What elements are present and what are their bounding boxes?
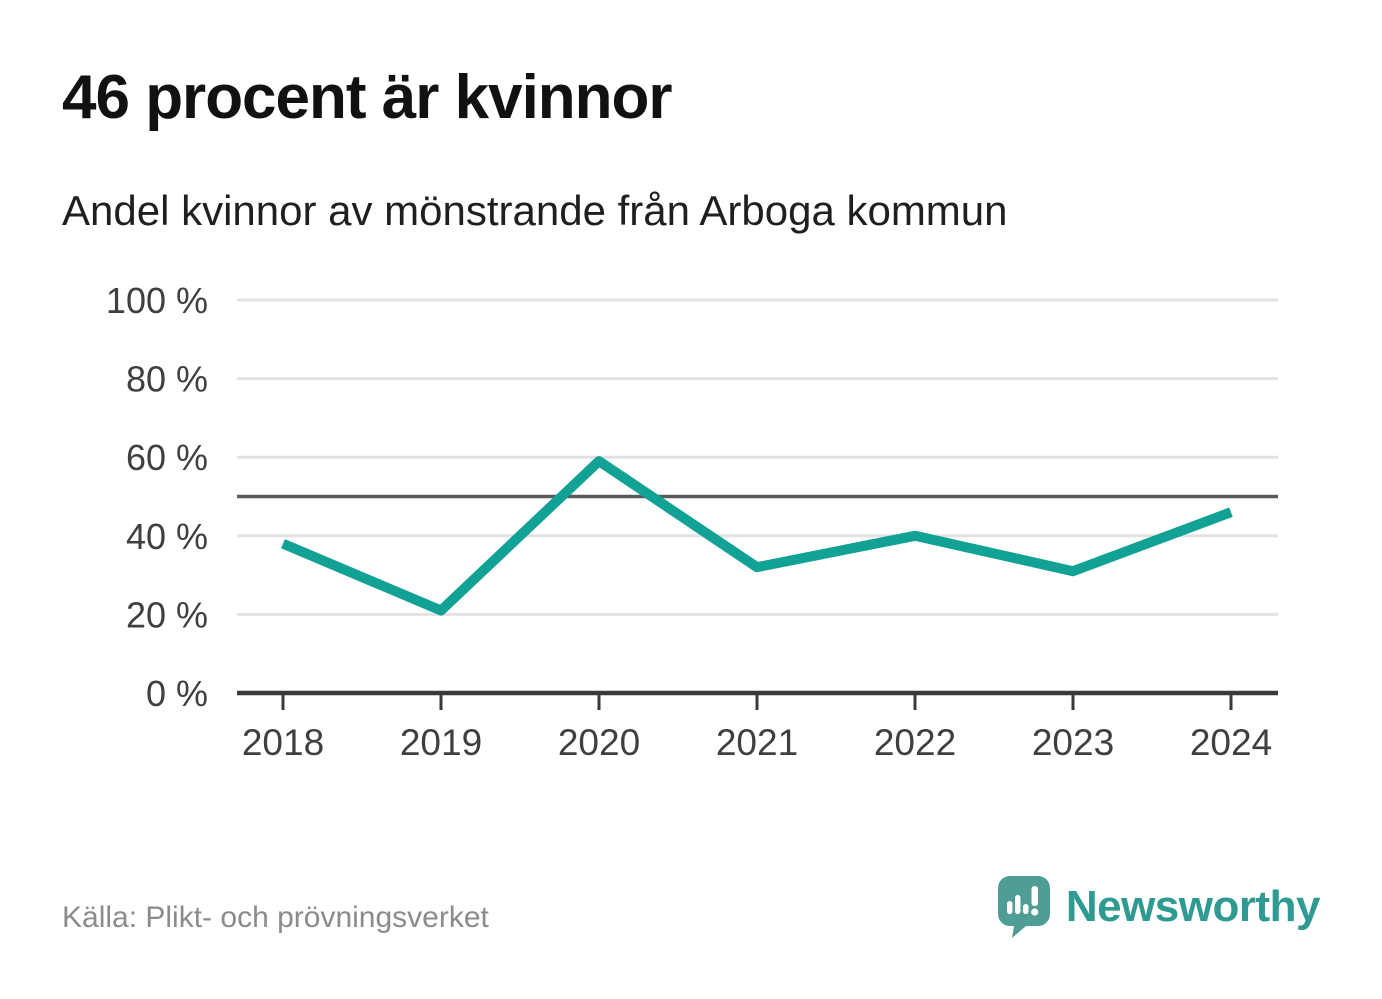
chart-title: 46 procent är kvinnor xyxy=(62,63,673,132)
source-note: Källa: Plikt- och prövningsverket xyxy=(62,901,489,934)
logo-bar-small xyxy=(1006,901,1013,914)
x-tick-label-2022: 2022 xyxy=(874,722,956,763)
logo-bar-medium xyxy=(1022,904,1029,914)
x-tick-label-2020: 2020 xyxy=(558,722,640,763)
y-tick-label-80: 80 % xyxy=(126,359,208,400)
y-tick-label-60: 60 % xyxy=(126,437,208,478)
logo-exclamation-dot xyxy=(1030,908,1039,916)
chart-subtitle: Andel kvinnor av mönstrande från Arboga … xyxy=(62,187,1008,234)
x-tick-label-2019: 2019 xyxy=(400,722,482,763)
newsworthy-logo-icon xyxy=(997,876,1050,938)
y-tick-label-40: 40 % xyxy=(126,516,208,557)
logo-exclamation-bar xyxy=(1031,886,1038,906)
y-tick-label-100: 100 % xyxy=(106,280,208,321)
brand-name: Newsworthy xyxy=(1065,882,1321,931)
x-tick-label-2021: 2021 xyxy=(716,722,798,763)
data-line-series-0 xyxy=(281,456,1233,616)
brand-logo: Newsworthy xyxy=(997,876,1321,938)
y-tick-label-20: 20 % xyxy=(126,594,208,635)
x-tick-label-2023: 2023 xyxy=(1032,722,1114,763)
y-tick-label-0: 0 % xyxy=(146,673,208,714)
logo-bar-tall xyxy=(1014,895,1021,914)
x-tick-label-2018: 2018 xyxy=(242,722,324,763)
x-tick-label-2024: 2024 xyxy=(1190,722,1272,763)
